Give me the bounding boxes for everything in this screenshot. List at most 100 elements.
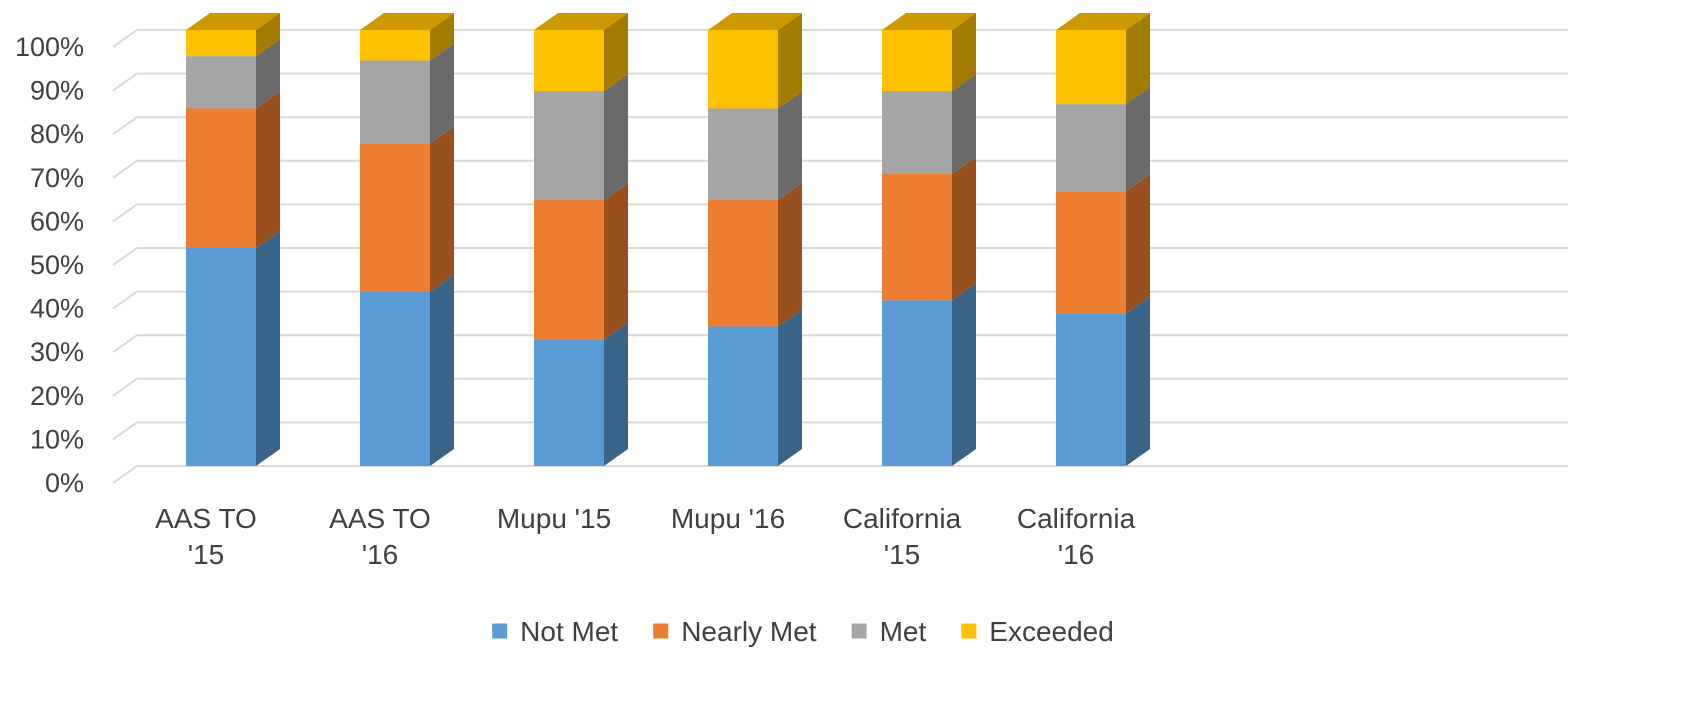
bar-side: [778, 91, 802, 201]
bar-front: [534, 200, 604, 340]
y-tick-label: 50%: [30, 250, 84, 280]
bar-side: [604, 183, 628, 340]
x-axis-category-labels: AAS TO '15 AAS TO '16 Mupu '15 Mupu '16 Califo…: [155, 503, 1135, 570]
bar-front: [360, 143, 430, 292]
legend: Not Met Nearly Met Met Exceeded: [492, 616, 1114, 647]
bar-top: [1056, 13, 1150, 30]
bar-front: [708, 108, 778, 201]
bar-segment-not-met: [186, 231, 280, 466]
bar-segment-exceeded: [1056, 13, 1150, 105]
bar-segment-exceeded: [708, 13, 802, 109]
bar-front: [186, 30, 256, 57]
bar-segment-nearly-met: [882, 156, 976, 301]
x-category-label: California '15: [843, 503, 962, 570]
bar-top: [360, 13, 454, 30]
bar-side: [604, 322, 628, 466]
gridline-diagonal: [112, 421, 138, 441]
bar-front: [360, 30, 430, 61]
bar-top: [708, 13, 802, 30]
bar-segment-not-met: [534, 322, 628, 466]
y-tick-label: 90%: [30, 76, 84, 106]
bar-segment-not-met: [360, 274, 454, 466]
bar-front: [534, 339, 604, 466]
bar-side: [256, 39, 280, 109]
bar-side: [430, 13, 454, 61]
bar-segment-not-met: [708, 309, 802, 466]
bar-segment-met: [360, 43, 454, 144]
bar-segment-exceeded: [186, 13, 280, 57]
y-tick-label: 0%: [45, 468, 84, 498]
bars: [186, 13, 1150, 466]
bar-side: [778, 309, 802, 466]
gridline-diagonal: [112, 116, 138, 136]
bar-front: [1056, 104, 1126, 192]
legend-swatch-exceeded: [961, 623, 977, 639]
bar-front: [360, 291, 430, 466]
gridline-diagonal: [112, 334, 138, 354]
bar-side: [952, 74, 976, 174]
bar-front: [186, 56, 256, 109]
y-tick-label: 60%: [30, 206, 84, 236]
legend-swatch-not-met: [492, 623, 508, 639]
bar-segment-met: [186, 39, 280, 109]
bar-side: [1126, 87, 1150, 192]
bar-segment-met: [882, 74, 976, 174]
bar-front: [360, 60, 430, 144]
bar-front: [534, 91, 604, 201]
y-tick-label: 10%: [30, 424, 84, 454]
bar-side: [778, 183, 802, 327]
legend-label: Exceeded: [989, 616, 1114, 647]
gridline-diagonal: [112, 203, 138, 223]
bar-segment-nearly-met: [1056, 174, 1150, 314]
bar-segment-exceeded: [360, 13, 454, 61]
bar-side: [1126, 13, 1150, 105]
bar-segment-nearly-met: [708, 183, 802, 327]
x-category-label: Mupu '15: [497, 503, 611, 534]
bar-side: [256, 231, 280, 466]
y-axis-tick-labels: 0% 10% 20% 30% 40% 50% 60% 70% 80% 90% 100%: [15, 32, 84, 498]
bar-segment-exceeded: [534, 13, 628, 92]
bar-side: [952, 283, 976, 466]
bar-side: [256, 13, 280, 57]
y-tick-label: 30%: [30, 337, 84, 367]
bar-top: [882, 13, 976, 30]
bar-front: [1056, 191, 1126, 314]
x-category-label: Mupu '16: [671, 503, 785, 534]
legend-label: Nearly Met: [681, 616, 817, 647]
bar-front: [882, 91, 952, 174]
bar-segment-met: [534, 74, 628, 201]
bar-segment-not-met: [1056, 296, 1150, 466]
legend-label: Met: [880, 616, 927, 647]
bar-top: [186, 13, 280, 30]
bar-front: [708, 30, 778, 109]
y-tick-label: 40%: [30, 294, 84, 324]
bar-segment-nearly-met: [360, 126, 454, 292]
legend-swatch-met: [851, 623, 867, 639]
bar-side: [604, 13, 628, 92]
x-category-label: AAS TO '16: [329, 503, 431, 570]
bar-side: [952, 156, 976, 301]
bar-front: [708, 200, 778, 327]
bar-front: [534, 30, 604, 92]
bar-front: [1056, 313, 1126, 466]
bar-side: [430, 43, 454, 144]
x-category-label: AAS TO '15: [155, 503, 257, 570]
gridline-diagonal: [112, 247, 138, 266]
y-tick-label: 20%: [30, 381, 84, 411]
bar-front: [1056, 30, 1126, 105]
gridline-diagonal: [112, 290, 138, 310]
bar-side: [256, 91, 280, 248]
bar-side: [430, 274, 454, 466]
legend-swatch-nearly-met: [653, 623, 669, 639]
x-category-label: California '16: [1017, 503, 1136, 570]
bar-side: [778, 13, 802, 109]
bar-segment-not-met: [882, 283, 976, 466]
bar-front: [186, 248, 256, 466]
bar-side: [1126, 174, 1150, 314]
gridline-diagonal: [112, 72, 138, 92]
bar-segment-nearly-met: [186, 91, 280, 248]
y-tick-label: 100%: [15, 32, 84, 62]
bar-side: [430, 126, 454, 292]
legend-label: Not Met: [520, 616, 618, 647]
